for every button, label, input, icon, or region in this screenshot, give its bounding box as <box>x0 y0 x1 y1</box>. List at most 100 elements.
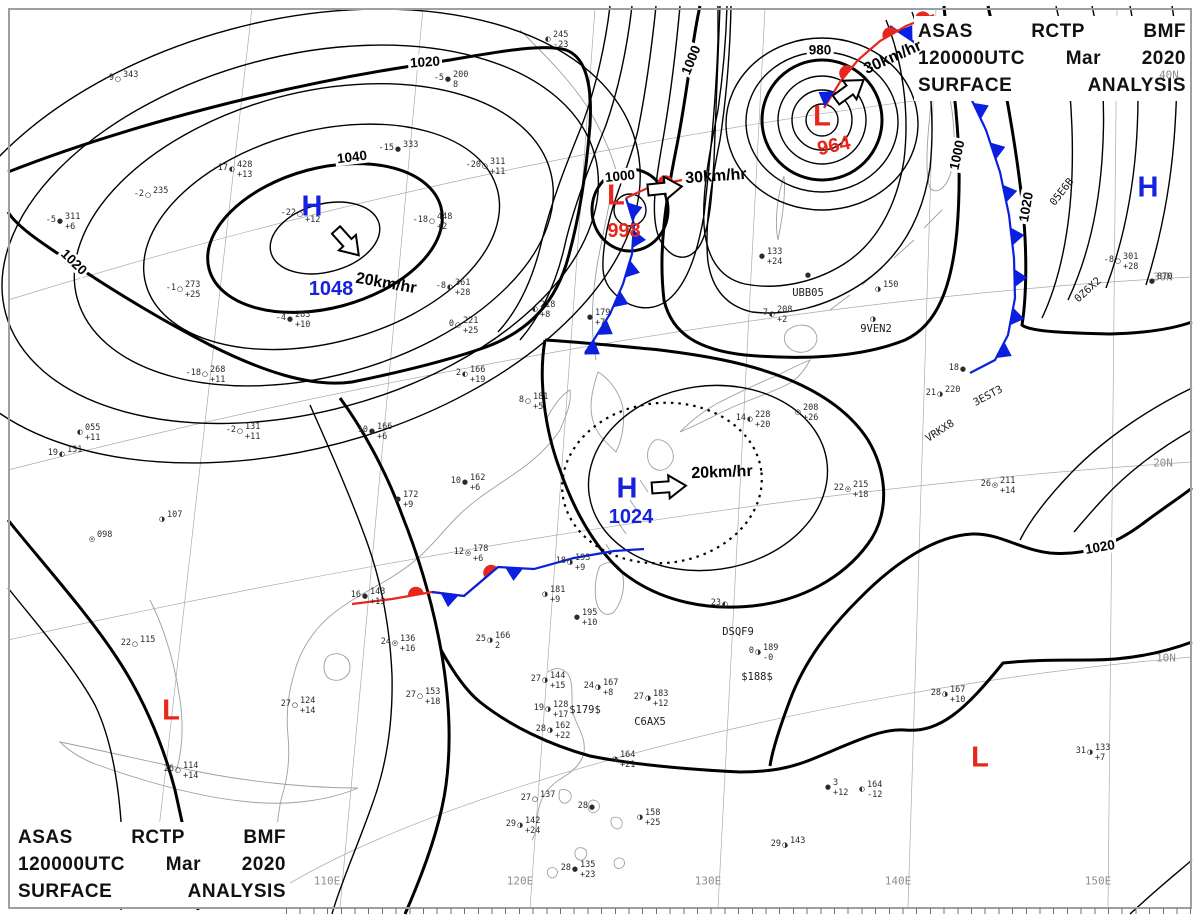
station-temp: 28 <box>577 801 588 811</box>
station-pressure: 136 <box>400 634 416 644</box>
station-symbol: ● <box>1149 276 1155 287</box>
station-temp: 27 <box>405 690 416 700</box>
station-tendency: +6 <box>377 432 388 442</box>
cold-front-triangle <box>596 319 613 335</box>
isobar-value-label: 980 <box>806 42 834 58</box>
station-pressure: 181 <box>533 392 549 402</box>
station-symbol: ◑ <box>595 682 601 693</box>
cold-front-triangle <box>1014 269 1028 287</box>
station-symbol: ◑ <box>612 754 618 765</box>
station-tendency: +18 <box>425 697 441 707</box>
station-tendency: +8 <box>540 310 551 320</box>
station-temp: 24 <box>583 681 594 691</box>
station-pressure: 245 <box>553 30 569 40</box>
low-center-symbol: L <box>813 100 831 133</box>
cold-front-triangle <box>1009 307 1025 326</box>
warm-front-semicircle <box>408 586 424 597</box>
station-symbol: ○ <box>115 74 121 85</box>
warm-front-semicircle <box>839 65 853 80</box>
ship-id-label: DSQF9 <box>722 626 754 638</box>
station-temp: 25 <box>475 634 486 644</box>
station-pressure: 181 <box>550 585 566 595</box>
station-tendency: +19 <box>470 375 486 385</box>
station-pressure: 179 <box>595 308 611 318</box>
station-symbol: ◎ <box>845 484 851 495</box>
station-temp: 28 <box>560 863 571 873</box>
title-word: BMF <box>1143 21 1186 42</box>
ship-id-label: UBB05 <box>792 287 824 299</box>
station-temp: 29 <box>505 819 516 829</box>
station-tendency: +12 <box>305 215 321 225</box>
station-symbol: ◎ <box>392 638 398 649</box>
station-pressure: 218 <box>540 300 556 310</box>
station-symbol: ○ <box>292 700 298 711</box>
station-temp: -8 <box>435 281 446 291</box>
movement-speed-label: 20km/hr <box>691 462 753 483</box>
title-word: RCTP <box>1031 21 1085 42</box>
station-symbol: ◑ <box>942 689 948 700</box>
station-temp: 7 <box>762 308 768 318</box>
station-pressure: 268 <box>210 365 226 375</box>
station-temp: -5 <box>45 215 56 225</box>
station-symbol: ○ <box>1115 256 1121 267</box>
station-symbol: ● <box>587 312 593 323</box>
station-pressure: 115 <box>140 635 156 645</box>
station-temp: -1 <box>165 283 176 293</box>
station-tendency: +10 <box>582 618 598 628</box>
station-temp: -5 <box>433 73 444 83</box>
cold-front-triangle <box>996 342 1012 358</box>
station-tendency: +11 <box>490 167 506 177</box>
title-word: SURFACE <box>18 881 113 902</box>
isobar-value-label: 1020 <box>407 53 443 71</box>
station-symbol: ● <box>287 314 293 325</box>
station-symbol: ◑ <box>547 725 553 736</box>
station-temp: 14 <box>735 413 746 423</box>
station-symbol: ● <box>960 364 966 375</box>
station-symbol: ◑ <box>875 284 881 295</box>
station-tendency: -0 <box>763 653 774 663</box>
station-temp: 21 <box>925 388 936 398</box>
station-symbol: ◑ <box>1087 747 1093 758</box>
station-symbol: ○ <box>429 216 435 227</box>
station-temp: 18 <box>948 363 959 373</box>
station-temp: 22 <box>120 638 131 648</box>
station-pressure: 301 <box>1123 252 1139 262</box>
station-symbol: ◑ <box>517 820 523 831</box>
center-pressure-value: 998 <box>607 220 641 242</box>
cold-front-triangle <box>632 230 646 248</box>
station-symbol: ◐ <box>722 599 728 610</box>
station-symbol: ◐ <box>545 34 551 45</box>
station-symbol: ◐ <box>77 427 83 438</box>
station-symbol: ◐ <box>532 304 538 315</box>
station-pressure: 166 <box>470 365 486 375</box>
station-symbol: ○ <box>482 161 488 172</box>
station-symbol: ○ <box>525 396 531 407</box>
station-tendency: +21 <box>620 760 636 770</box>
title-line: ASAS RCTP BMF <box>18 824 286 851</box>
station-symbol: ○ <box>532 794 538 805</box>
station-tendency: +13 <box>237 170 253 180</box>
title-word: 120000UTC <box>918 48 1025 69</box>
cold-front-triangle <box>612 290 629 308</box>
cold-front-triangle <box>897 25 913 41</box>
station-temp: 28 <box>930 688 941 698</box>
station-temp: 31 <box>1075 746 1086 756</box>
station-symbol: ● <box>825 782 831 793</box>
station-pressure: 221 <box>463 316 479 326</box>
cold-front-triangle <box>440 593 459 608</box>
station-temp: 19 <box>533 703 544 713</box>
title-word: SURFACE <box>918 75 1013 96</box>
ship-id-label: $188$ <box>741 671 773 683</box>
station-pressure: 133 <box>1095 743 1111 753</box>
station-tendency: +12 <box>833 788 849 798</box>
station-pressure: 178 <box>473 544 489 554</box>
station-pressure: 098 <box>97 530 113 540</box>
station-temp: -17 <box>212 163 228 173</box>
station-pressure: 167 <box>603 678 619 688</box>
station-symbol: ○ <box>455 320 461 331</box>
station-pressure: 143 <box>790 836 806 846</box>
station-tendency: +23 <box>580 870 596 880</box>
title-word: RCTP <box>131 827 185 848</box>
station-pressure: 208 <box>777 305 793 315</box>
